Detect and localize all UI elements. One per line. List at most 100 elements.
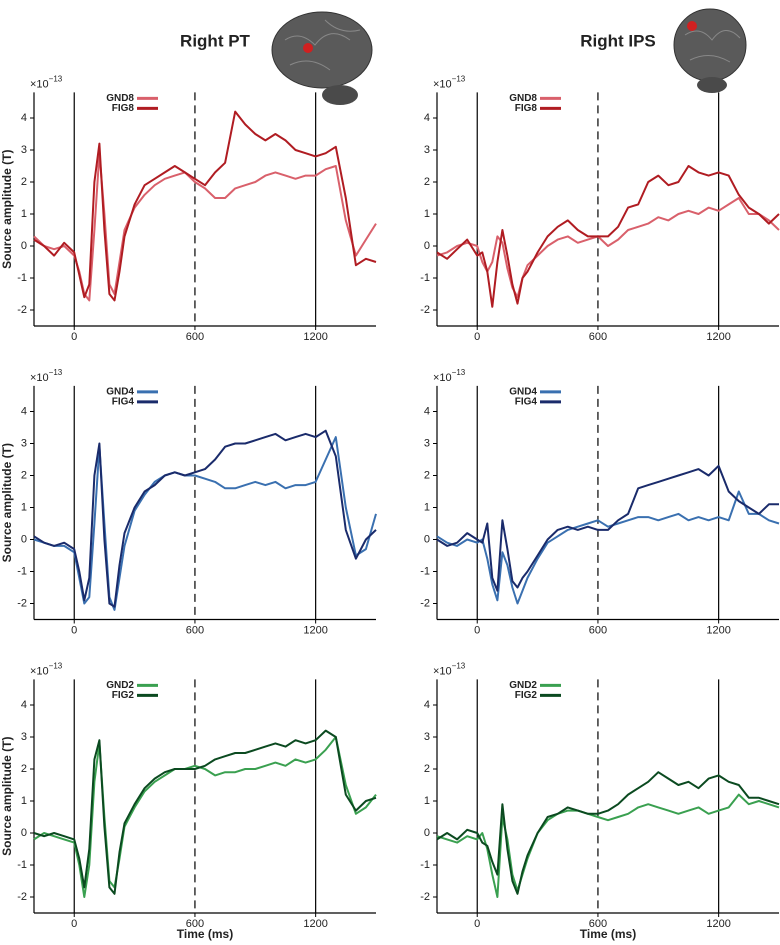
x-tick-label: 0	[474, 624, 480, 636]
series-line	[436, 490, 780, 605]
panel: Right PT Source amplitude (T) ×10−13 -2 -1 0 1…	[0, 31, 377, 343]
legend-label: GND8	[509, 93, 537, 104]
y-tick-label: 0	[424, 240, 430, 252]
offset-base: ×10	[433, 372, 452, 384]
x-tick-label: 0	[474, 331, 480, 343]
y-tick-label: 4	[424, 405, 430, 417]
y-tick-label: 3	[21, 731, 27, 743]
offset-exponent: −13	[49, 368, 63, 377]
x-tick-label: 600	[589, 331, 607, 343]
series-line	[436, 464, 779, 592]
x-tick-label: 1200	[706, 918, 730, 930]
legend-label: GND2	[509, 680, 537, 691]
legend-label: GND8	[106, 93, 134, 104]
y-tick-label: -2	[420, 891, 430, 903]
y-tick-label: 1	[21, 501, 27, 513]
y-tick-label: 4	[424, 112, 430, 124]
y-axis-label: Source amplitude (T)	[0, 443, 14, 562]
y-tick-label: -2	[17, 597, 27, 609]
x-tick-label: 0	[71, 331, 77, 343]
y-offset-label: ×10−13	[30, 368, 63, 384]
legend-label: FIG8	[515, 103, 538, 114]
legend-label: GND4	[106, 387, 134, 398]
y-tick-label: 0	[424, 827, 430, 839]
y-tick-label: 1	[424, 501, 430, 513]
legend-label: FIG8	[112, 103, 135, 114]
brain-icon	[271, 11, 373, 105]
y-tick-label: 0	[21, 533, 27, 545]
x-tick-label: 1200	[706, 331, 730, 343]
series-line	[436, 197, 780, 299]
x-axis-label: Time (ms)	[177, 927, 233, 941]
x-tick-label: 600	[186, 918, 204, 930]
offset-base: ×10	[30, 372, 49, 384]
brain-icon	[673, 8, 747, 93]
legend-label: GND2	[106, 680, 134, 691]
offset-exponent: −13	[452, 662, 466, 671]
y-tick-label: 2	[21, 763, 27, 775]
y-tick-label: -1	[17, 859, 27, 871]
series-line	[33, 729, 377, 895]
x-tick-label: 600	[589, 624, 607, 636]
y-tick-label: 3	[21, 144, 27, 156]
y-tick-label: -1	[17, 272, 27, 284]
y-offset-label: ×10−13	[433, 662, 466, 678]
panel-title: Right IPS	[580, 31, 656, 50]
y-tick-label: 1	[424, 795, 430, 807]
y-tick-label: -1	[17, 565, 27, 577]
y-tick-label: 2	[21, 176, 27, 188]
y-tick-label: 2	[424, 469, 430, 481]
x-tick-label: 1200	[303, 331, 327, 343]
panel-title: Right PT	[180, 31, 250, 50]
series-line	[33, 152, 377, 302]
legend-label: GND4	[509, 387, 537, 398]
x-tick-label: 600	[186, 331, 204, 343]
offset-base: ×10	[30, 78, 49, 90]
x-tick-label: 1200	[303, 918, 327, 930]
panel: Source amplitude (T) Time (ms) ×10−13 -2 -1 0…	[0, 662, 377, 941]
y-offset-label: ×10−13	[30, 75, 63, 91]
x-tick-label: 0	[71, 918, 77, 930]
y-tick-label: 1	[21, 795, 27, 807]
y-tick-label: 3	[424, 731, 430, 743]
y-tick-label: 0	[21, 240, 27, 252]
x-tick-label: 1200	[706, 624, 730, 636]
series-line	[33, 436, 377, 611]
y-tick-label: 3	[424, 437, 430, 449]
y-axis-label: Source amplitude (T)	[0, 737, 14, 856]
y-tick-label: 1	[424, 208, 430, 220]
x-tick-label: 0	[71, 624, 77, 636]
offset-exponent: −13	[49, 75, 63, 84]
y-tick-label: -1	[420, 859, 430, 871]
y-tick-label: 4	[21, 699, 27, 711]
y-tick-label: 2	[424, 176, 430, 188]
offset-base: ×10	[30, 665, 49, 677]
y-tick-label: 0	[424, 533, 430, 545]
x-tick-label: 600	[186, 624, 204, 636]
y-tick-label: -1	[420, 272, 430, 284]
series-line	[436, 771, 780, 895]
y-tick-label: -2	[17, 891, 27, 903]
y-offset-label: ×10−13	[433, 75, 466, 91]
series-line	[33, 110, 377, 302]
offset-exponent: −13	[452, 368, 466, 377]
x-tick-label: 0	[474, 918, 480, 930]
series-line	[33, 429, 377, 608]
legend-label: FIG2	[112, 690, 135, 701]
y-tick-label: 4	[424, 699, 430, 711]
x-tick-label: 1200	[303, 624, 327, 636]
y-tick-label: -2	[420, 597, 430, 609]
y-tick-label: 3	[424, 144, 430, 156]
offset-exponent: −13	[49, 662, 63, 671]
y-axis-label: Source amplitude (T)	[0, 150, 14, 269]
offset-base: ×10	[433, 665, 452, 677]
x-tick-label: 600	[589, 918, 607, 930]
legend-label: FIG2	[515, 690, 538, 701]
y-tick-label: 4	[21, 405, 27, 417]
y-tick-label: -2	[420, 304, 430, 316]
panel: Source amplitude (T) ×10−13 -2 -1 0 1 2 3 4 0 600 1…	[0, 368, 377, 636]
